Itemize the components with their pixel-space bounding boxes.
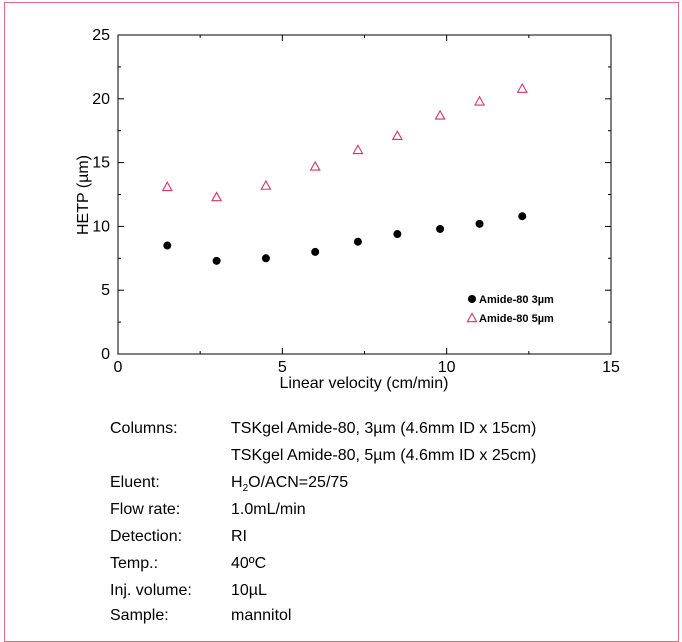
temp-value: 40ºC (231, 555, 267, 572)
columns-label: Columns: (110, 420, 178, 437)
y-tick-label: 0 (101, 346, 110, 363)
plot-area (117, 34, 612, 355)
x-tick-label: 10 (438, 359, 456, 376)
x-tick-label: 0 (114, 359, 123, 376)
x-axis-label: Linear velocity (cm/min) (280, 375, 449, 392)
y-tick-label: 20 (92, 91, 110, 108)
data-point-3um (163, 241, 172, 250)
y-tick-label: 25 (92, 27, 110, 44)
legend-label: Amide-80 5µm (479, 313, 554, 325)
data-point-3um (475, 219, 484, 228)
legend: Amide-80 3µm Amide-80 5µm (466, 294, 554, 325)
sample-label: Sample: (110, 607, 169, 624)
eluent-value: H2O/ACN=25/75 (231, 474, 348, 494)
data-point-3um (436, 224, 445, 233)
eluent-h: H (231, 474, 243, 491)
data-point-3um (353, 237, 362, 246)
data-points (161, 82, 528, 265)
data-point-3um (393, 230, 402, 239)
columns-value-1: TSKgel Amide-80, 3µm (4.6mm ID x 15cm) (231, 420, 537, 437)
data-point-5um (161, 181, 173, 192)
data-point-5um (516, 82, 528, 93)
flow-rate-value: 1.0mL/min (231, 501, 306, 518)
hetp-scatter-chart: 0 5 10 15 0 5 10 15 20 25 Linear velocity (cm/min… (75, 27, 620, 392)
data-point-3um (261, 254, 270, 263)
legend-marker (468, 295, 476, 303)
columns-value-2: TSKgel Amide-80, 5µm (4.6mm ID x 25cm) (231, 447, 537, 464)
data-point-5um (211, 191, 223, 202)
data-point-5um (473, 95, 486, 106)
data-point-5um (260, 179, 272, 190)
y-axis-label: HETP (µm) (75, 155, 92, 235)
eluent-subscript: 2 (242, 483, 249, 495)
y-tick-label: 10 (92, 218, 110, 235)
data-point-5um (352, 144, 364, 155)
data-point-5um (391, 130, 403, 141)
x-tick-label: 15 (602, 359, 620, 376)
data-point-3um (518, 212, 527, 221)
legend-label: Amide-80 3µm (479, 294, 554, 306)
data-point-3um (212, 256, 221, 265)
legend-marker (466, 312, 478, 323)
axis-ticks (117, 34, 612, 355)
detection-label: Detection: (110, 528, 183, 545)
eluent-rest: O/ACN=25/75 (248, 474, 349, 491)
tick-labels: 0 5 10 15 0 5 10 15 20 25 (92, 27, 620, 376)
data-point-3um (311, 247, 320, 256)
inj-volume-value: 10µL (231, 582, 267, 599)
temp-label: Temp.: (110, 555, 159, 572)
sample-value: mannitol (231, 607, 292, 624)
data-point-5um (309, 160, 321, 171)
flow-rate-label: Flow rate: (110, 501, 181, 518)
eluent-label: Eluent: (110, 474, 160, 491)
y-tick-label: 15 (92, 155, 110, 172)
x-tick-label: 5 (278, 359, 287, 376)
inj-volume-label: Inj. volume: (110, 582, 192, 599)
data-point-5um (434, 109, 446, 120)
detection-value: RI (231, 528, 247, 545)
y-tick-label: 5 (101, 282, 110, 299)
